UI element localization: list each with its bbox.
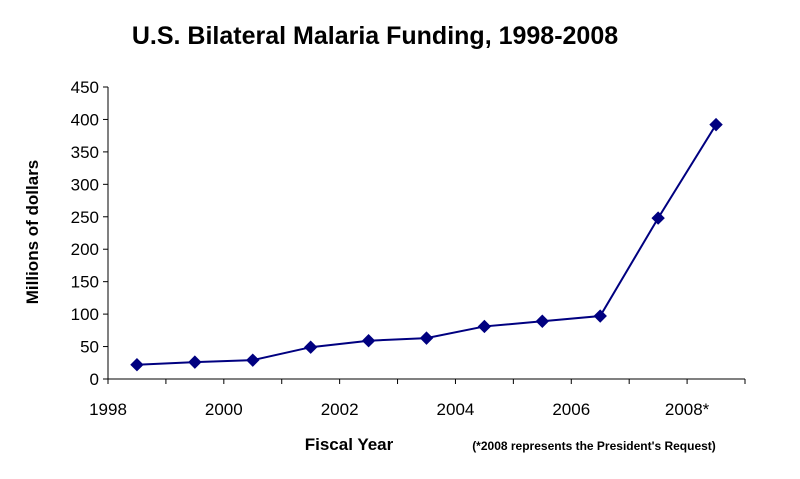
y-tick-label: 250 [71,208,99,227]
y-tick-label: 100 [71,305,99,324]
y-tick-label: 300 [71,175,99,194]
y-tick-label: 0 [90,370,99,389]
chart-title: U.S. Bilateral Malaria Funding, 1998-200… [132,22,618,50]
y-tick-label: 450 [71,78,99,97]
x-axis-label: Fiscal Year [305,435,394,454]
x-tick-label: 2008* [665,400,710,419]
y-tick-label: 150 [71,273,99,292]
y-axis-label: Millions of dollars [23,160,42,305]
y-tick-label: 50 [80,338,99,357]
data-point-2002 [361,334,376,348]
y-axis-ticks: 0 50 100 150 200 250 300 350 400 450 [71,78,108,389]
y-tick-label: 400 [71,110,99,129]
data-point-2000 [246,353,260,367]
x-tick-label: 2002 [321,400,359,419]
series-line [136,124,717,366]
data-point-1998 [130,358,144,372]
data-point-2008 [709,117,723,132]
x-tick-label: 2004 [437,400,475,419]
x-tick-label: 2000 [205,400,243,419]
plot-area: 0 50 100 150 200 250 300 350 400 450 1998 2000 2002… [71,78,746,419]
series-group [130,117,723,372]
data-point-2001 [303,340,318,354]
y-tick-label: 200 [71,240,99,259]
data-point-2004 [477,319,492,334]
data-point-2003 [419,331,434,345]
x-axis-ticks: 1998 2000 2002 2004 2006 2008* [89,379,746,419]
x-tick-label: 2006 [552,400,590,419]
data-point-2005 [535,314,550,328]
footnote: (*2008 represents the President's Reques… [472,439,716,453]
data-point-2006 [593,309,607,323]
y-tick-label: 350 [71,143,99,162]
data-point-1999 [188,355,202,369]
data-point-2007 [651,211,665,225]
x-tick-label: 1998 [89,400,127,419]
